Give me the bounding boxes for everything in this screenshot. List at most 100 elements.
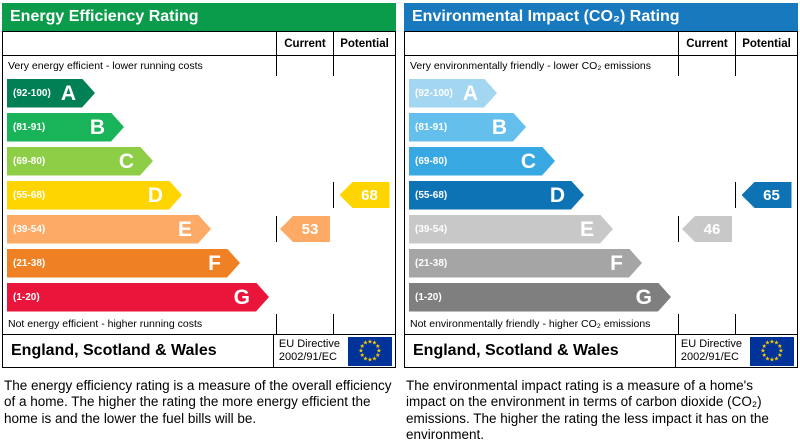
svg-text:★: ★ [762,352,767,359]
region-label: England, Scotland & Wales [413,342,619,359]
svg-text:★: ★ [367,356,372,363]
band-row-g: (1-20) G [3,280,395,314]
current-rating-arrow: 53 [280,216,330,242]
region-label: England, Scotland & Wales [11,342,217,359]
rating-value: 46 [703,220,721,238]
band-letter: G [233,285,250,309]
energy-efficiency-panel: Energy Efficiency Rating Current Potenti… [2,3,396,444]
environmental-impact-chart: Current Potential Very environmentally f… [404,31,798,335]
rating-value: 65 [763,186,780,204]
svg-text:★: ★ [778,347,783,354]
svg-text:★: ★ [372,339,377,346]
band-letter: D [549,183,565,207]
svg-text:★: ★ [360,352,365,359]
environmental-impact-title: Environmental Impact (CO₂) Rating [404,3,798,31]
band-letter: A [60,81,76,105]
svg-text:★: ★ [375,343,380,350]
chart-footer: England, Scotland & Wales EU Directive 2… [2,335,396,368]
svg-text:★: ★ [769,338,774,345]
rating-value: 53 [301,220,319,238]
potential-column-header: Potential [735,32,797,55]
band-row-f: (21-38) F [3,246,395,280]
band-letter: F [208,251,221,275]
current-rating-arrow: 46 [682,216,732,242]
svg-text:★: ★ [760,347,765,354]
band-row-f: (21-38) F [405,246,797,280]
rating-bands: (92-100) A (81-91) B (69-80) C (55-68) D 65 (39-5… [405,76,797,314]
band-letter: C [520,149,536,173]
rating-bands: (92-100) A (81-91) B (69-80) C (55-68) D 68 (39-5… [3,76,395,314]
environmental-impact-panel: Environmental Impact (CO₂) Rating Curren… [404,3,798,444]
band-row-c: (69-80) C [405,144,797,178]
column-header-row: Current Potential [3,32,395,56]
band-e: (39-54) E [7,215,211,244]
eu-directive-label: EU Directive 2002/91/EC [272,335,345,367]
svg-text:★: ★ [363,339,368,346]
band-letter: E [177,217,192,241]
bottom-note-row: Not energy efficient - higher running co… [3,314,395,334]
band-letter: F [610,251,623,275]
svg-text:★: ★ [765,355,770,362]
band-range: (92-100) [13,87,51,99]
band-row-a: (92-100) A [3,76,395,110]
band-row-e: (39-54) E 53 [3,212,395,246]
band-b: (81-91) B [7,113,124,142]
band-range: (39-54) [415,223,448,235]
band-d: (55-68) D [409,181,584,210]
band-e: (39-54) E [409,215,613,244]
svg-text:★: ★ [762,343,767,350]
band-letter: A [462,81,478,105]
band-range: (81-91) [13,121,46,133]
band-range: (55-68) [415,189,448,201]
band-row-g: (1-20) G [405,280,797,314]
band-range: (1-20) [415,291,442,303]
band-row-b: (81-91) B [405,110,797,144]
svg-text:★: ★ [774,339,779,346]
current-column-header: Current [678,32,735,55]
band-f: (21-38) F [7,249,240,278]
svg-text:★: ★ [363,355,368,362]
svg-text:★: ★ [769,356,774,363]
potential-rating-arrow: 65 [741,182,792,208]
energy-efficiency-chart: Current Potential Very energy efficient … [2,31,396,335]
band-row-c: (69-80) C [3,144,395,178]
band-letter: D [147,183,163,207]
svg-text:★: ★ [774,355,779,362]
band-f: (21-38) F [409,249,642,278]
top-note-row: Very energy efficient - lower running co… [3,56,395,76]
band-letter: E [579,217,594,241]
svg-text:★: ★ [375,352,380,359]
svg-text:★: ★ [777,343,782,350]
band-g: (1-20) G [409,283,671,312]
svg-text:★: ★ [765,339,770,346]
eu-directive-label: EU Directive 2002/91/EC [674,335,747,367]
band-range: (69-80) [415,155,448,167]
band-letter: B [491,115,507,139]
bottom-note: Not environmentally friendly - higher CO… [410,318,651,330]
band-d: (55-68) D [7,181,182,210]
svg-text:★: ★ [360,343,365,350]
rating-value: 68 [361,186,378,204]
top-note: Very environmentally friendly - lower CO… [410,60,651,72]
svg-text:★: ★ [777,352,782,359]
band-range: (21-38) [415,257,448,269]
band-g: (1-20) G [7,283,269,312]
band-range: (55-68) [13,189,46,201]
top-note: Very energy efficient - lower running co… [8,60,203,72]
svg-text:★: ★ [376,347,381,354]
potential-column-header: Potential [333,32,395,55]
band-letter: B [89,115,105,139]
band-range: (69-80) [13,155,46,167]
energy-efficiency-description: The energy efficiency rating is a measur… [4,378,392,426]
band-c: (69-80) C [409,147,555,176]
band-a: (92-100) A [409,79,497,108]
header-spacer [405,32,678,55]
svg-text:★: ★ [367,338,372,345]
potential-rating-arrow: 68 [339,182,390,208]
band-b: (81-91) B [409,113,526,142]
eu-flag-icon: ★ ★★★★★★★★★★★ [750,336,794,366]
environmental-impact-description: The environmental impact rating is a mea… [406,378,769,443]
eu-flag-icon: ★ ★★★★★★★★★★★ [348,336,392,366]
band-letter: G [635,285,652,309]
